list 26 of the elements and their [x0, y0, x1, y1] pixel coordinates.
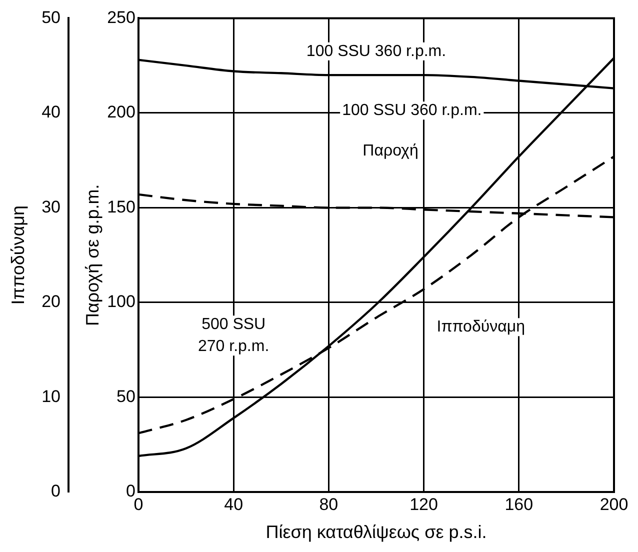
y2-tick-label: 150: [107, 197, 136, 216]
x-tick-label: 200: [600, 494, 628, 514]
y-tick-label: 50: [42, 8, 61, 27]
y-tick-label: 0: [51, 482, 61, 501]
x-tick-label: 0: [134, 494, 144, 514]
x-axis-title: Πίεση καταθλίψεως σε p.s.i.: [266, 522, 487, 542]
y2-tick-label: 0: [126, 482, 136, 501]
y-tick-label: 20: [42, 292, 61, 312]
y2-tick-label: 250: [107, 8, 136, 27]
y-tick-label: 10: [42, 386, 61, 406]
x-tick-label: 160: [504, 494, 534, 514]
y2-tick-label: 100: [107, 292, 136, 312]
annotation: Παροχή: [362, 142, 418, 160]
y-axis-title: Ιπποδύναμη: [8, 205, 28, 305]
x-tick-label: 80: [319, 494, 338, 514]
y2-tick-label: 200: [107, 102, 136, 122]
x-tick-label: 120: [410, 494, 438, 514]
y-tick-label: 40: [42, 102, 61, 122]
annotation: Ιπποδύναμη: [436, 318, 525, 336]
y2-tick-label: 50: [116, 386, 136, 406]
annotation: 100 SSU 360 r.p.m.: [342, 102, 482, 119]
x-tick-label: 40: [224, 494, 244, 514]
y-tick-label: 30: [42, 197, 61, 216]
y2-axis-title: Παροχή σε g.p.m.: [82, 184, 102, 326]
annotation: 500 SSU 270 r.p.m.: [198, 316, 270, 356]
annotation: 100 SSU 360 r.p.m.: [306, 42, 446, 60]
